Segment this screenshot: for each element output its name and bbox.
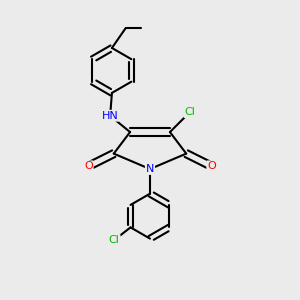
Text: Cl: Cl xyxy=(184,107,195,117)
Text: HN: HN xyxy=(102,111,118,121)
Text: Cl: Cl xyxy=(109,235,120,245)
Text: O: O xyxy=(84,161,93,171)
Text: N: N xyxy=(146,164,154,174)
Text: O: O xyxy=(207,161,216,171)
